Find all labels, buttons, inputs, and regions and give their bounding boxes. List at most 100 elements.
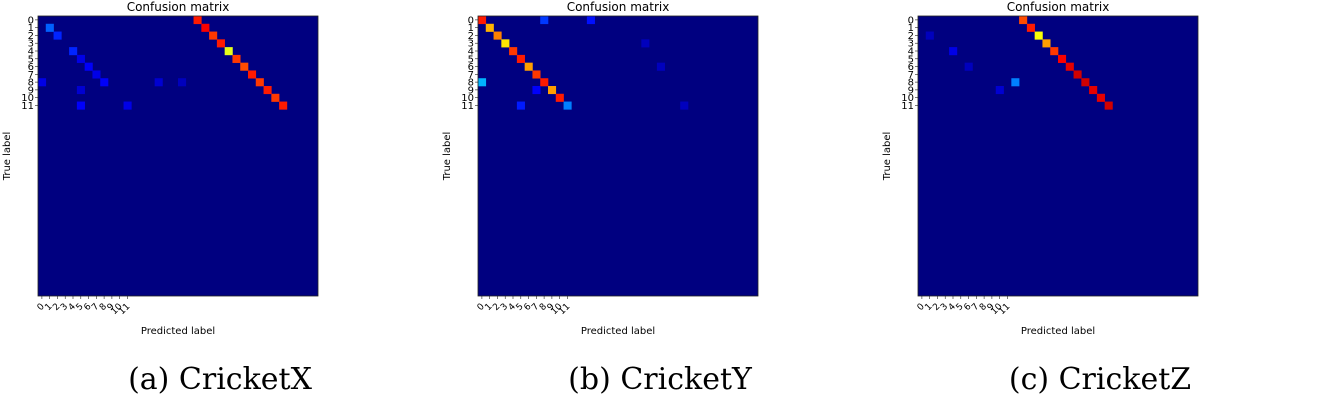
heatmap-cell — [509, 47, 518, 56]
heatmap-cell — [524, 62, 533, 71]
x-tick-label: 4 — [507, 302, 518, 313]
heatmap-cell — [516, 54, 525, 63]
heatmap-cell — [1081, 78, 1090, 87]
heatmap-cell — [493, 31, 502, 40]
caption-cricketx: (a) CricketX — [128, 362, 312, 397]
x-tick-label: 7 — [530, 302, 541, 313]
y-tick-label: 7 — [908, 70, 914, 81]
y-tick-label: 6 — [28, 62, 34, 73]
y-tick-label: 3 — [28, 39, 34, 50]
x-tick-label: 0 — [916, 302, 927, 313]
x-tick-label: 5 — [515, 302, 526, 313]
y-tick-label: 0 — [28, 15, 34, 26]
y-tick-label: 0 — [908, 15, 914, 26]
confusion-matrix-chart-crickety: Confusion matrix012345678910110123456789… — [442, 0, 759, 337]
heatmap-cell — [123, 101, 132, 110]
heatmap-cell — [216, 39, 225, 48]
heatmap-cell — [540, 78, 549, 87]
y-tick-label: 8 — [28, 78, 34, 89]
caption-crickety: (b) CricketY — [568, 362, 752, 397]
heatmap-cell — [178, 78, 187, 87]
x-tick-label: 0 — [36, 302, 47, 313]
x-tick-label: 8 — [98, 302, 109, 313]
y-tick-label: 6 — [468, 62, 474, 73]
y-tick-label: 7 — [28, 70, 34, 81]
confusion-matrix-panel-cricketx: Confusion matrix 0 1 2 3 4 5 6 7 8 9 10 11 0 1 2 3 4 5 6 7 8 9… — [0, 0, 440, 404]
y-tick-label: 3 — [468, 39, 474, 50]
x-tick-label: 3 — [939, 302, 950, 313]
heatmap-cell — [92, 70, 101, 79]
x-tick-label: 3 — [59, 302, 70, 313]
x-tick-label: 4 — [947, 302, 958, 313]
caption-cricketz: (c) CricketZ — [1008, 362, 1192, 397]
y-tick-label: 4 — [468, 47, 474, 58]
x-tick-label: 6 — [962, 302, 973, 313]
heatmap-cell — [1019, 16, 1028, 25]
chart-title: Confusion matrix — [1007, 0, 1110, 14]
y-tick-label: 5 — [28, 54, 34, 65]
x-tick-label: 0 — [476, 302, 487, 313]
heatmap-cell — [995, 86, 1004, 95]
heatmap-cell — [949, 47, 958, 56]
y-axis-label: True label — [2, 132, 13, 182]
x-tick-label: 9 — [106, 302, 117, 313]
heatmap-cell — [255, 78, 264, 87]
plot-frame — [37, 15, 319, 297]
y-tick-label: 5 — [908, 54, 914, 65]
heatmap-cell — [1050, 47, 1059, 56]
x-tick-label: 1 — [483, 302, 494, 313]
x-tick-label: 7 — [970, 302, 981, 313]
x-tick-label: 1 — [923, 302, 934, 313]
heatmap-cell — [641, 39, 650, 48]
heatmap-cell — [540, 16, 549, 25]
y-tick-label: 1 — [28, 23, 34, 34]
heatmap-cell — [478, 16, 487, 25]
heatmap-cell — [1089, 86, 1098, 95]
heatmap-cell — [1011, 78, 1020, 87]
y-tick-label: 8 — [468, 78, 474, 89]
y-tick-label: 4 — [28, 47, 34, 58]
heatmap-cell — [532, 86, 541, 95]
heatmap-cell — [248, 70, 257, 79]
heatmap-cell — [478, 78, 487, 87]
y-tick-label: 0 — [468, 15, 474, 26]
heatmap-cell — [100, 78, 109, 87]
chart-title: Confusion matrix — [567, 0, 670, 14]
heatmap-cell — [964, 62, 973, 71]
y-tick-label: 10 — [21, 93, 34, 104]
heatmap-cell — [209, 31, 218, 40]
heatmap-cell — [263, 86, 272, 95]
x-tick-label: 2 — [491, 302, 502, 313]
x-tick-label: 5 — [955, 302, 966, 313]
heatmap-cell — [555, 93, 564, 102]
heatmap-cell — [1058, 54, 1067, 63]
y-tick-label: 9 — [28, 85, 34, 96]
x-axis-label: Predicted label — [141, 326, 215, 337]
y-tick-label: 2 — [28, 31, 34, 42]
x-tick-label: 9 — [546, 302, 557, 313]
x-tick-label: 6 — [522, 302, 533, 313]
heatmap-cell — [1065, 62, 1074, 71]
y-tick-label: 9 — [908, 85, 914, 96]
heatmap-cell — [548, 86, 557, 95]
confusion-matrix-panel-crickety: Confusion matrix 0 1 2 3 4 5 6 7 8 9 10 11 0 1 2 3 4 5 6 7 8 9… — [440, 0, 880, 404]
y-tick-label: 10 — [461, 93, 474, 104]
y-tick-label: 4 — [908, 47, 914, 58]
y-tick-label: 5 — [468, 54, 474, 65]
plot-frame — [917, 15, 1199, 297]
plot-frame — [477, 15, 759, 297]
heatmap-cell — [532, 70, 541, 79]
x-tick-label: 1 — [43, 302, 54, 313]
heatmap-cell — [279, 101, 288, 110]
heatmap-cell — [45, 23, 54, 32]
y-tick-label: 11 — [21, 101, 34, 112]
y-tick-label: 10 — [901, 93, 914, 104]
heatmap-cell — [1034, 31, 1043, 40]
heatmap-cell — [240, 62, 249, 71]
heatmap-cell — [1104, 101, 1113, 110]
y-tick-label: 11 — [461, 101, 474, 112]
heatmap-cell — [154, 78, 163, 87]
heatmap-cell — [84, 62, 93, 71]
y-tick-label: 3 — [908, 39, 914, 50]
heatmap-cell — [485, 23, 494, 32]
